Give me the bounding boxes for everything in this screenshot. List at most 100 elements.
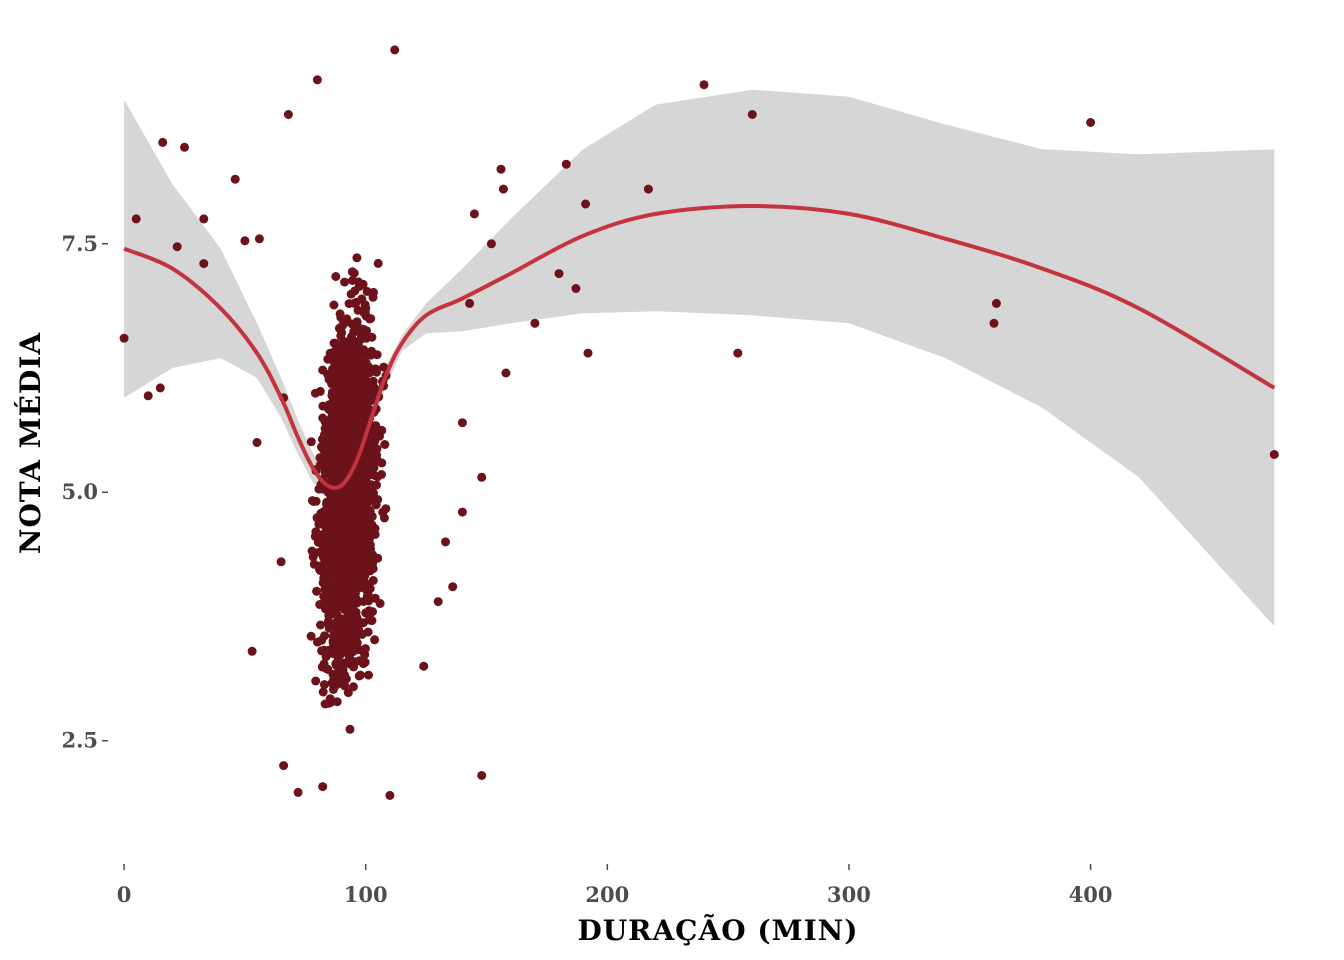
trend-line-layer: [123, 204, 1276, 490]
data-point: [370, 593, 380, 603]
data-point: [329, 541, 339, 551]
data-point: [332, 697, 342, 707]
data-point: [311, 496, 321, 506]
data-point: [349, 298, 359, 308]
data-point: [155, 383, 165, 393]
data-point: [419, 661, 429, 671]
data-point: [317, 646, 327, 656]
data-point: [350, 286, 360, 296]
data-point: [370, 471, 380, 480]
data-point: [331, 599, 341, 609]
data-point: [335, 499, 345, 509]
data-point: [332, 661, 341, 671]
data-point: [320, 519, 330, 529]
data-point: [323, 460, 333, 470]
data-point: [362, 286, 372, 296]
data-point: [357, 385, 367, 395]
data-point: [315, 386, 325, 396]
data-point: [316, 620, 325, 630]
data-point: [318, 542, 328, 552]
data-point: [457, 507, 467, 517]
data-point: [342, 371, 352, 381]
data-point: [328, 631, 338, 641]
data-point: [321, 531, 331, 540]
data-point: [330, 392, 339, 402]
data-point: [362, 495, 372, 505]
data-point: [1086, 118, 1096, 127]
data-point: [380, 440, 390, 449]
data-point: [332, 560, 342, 570]
data-point: [346, 565, 355, 575]
data-point: [368, 576, 378, 585]
data-point: [433, 597, 443, 607]
data-point: [333, 454, 343, 464]
data-point: [477, 472, 487, 482]
data-point: [359, 597, 369, 606]
data-point: [311, 676, 321, 686]
data-point: [358, 646, 368, 656]
data-point: [283, 110, 293, 119]
data-point: [991, 298, 1001, 308]
data-point: [366, 389, 376, 399]
data-point: [486, 239, 496, 249]
data-point: [254, 234, 264, 244]
data-point: [158, 137, 168, 147]
data-point: [354, 671, 364, 681]
data-point: [363, 627, 373, 637]
data-point: [554, 269, 564, 279]
data-point: [342, 584, 352, 594]
confidence-band: [124, 89, 1275, 627]
data-point: [356, 618, 366, 628]
data-point: [312, 75, 322, 85]
data-point: [343, 553, 353, 562]
data-point: [313, 637, 322, 647]
data-point: [331, 272, 341, 281]
data-point: [324, 470, 334, 479]
data-point: [372, 350, 382, 360]
data-point: [329, 338, 339, 348]
y-tick-label: 7.5: [61, 231, 98, 256]
data-point: [354, 500, 364, 510]
data-point: [357, 294, 367, 304]
data-point: [354, 566, 363, 576]
data-point: [347, 332, 356, 342]
data-point: [199, 259, 209, 269]
y-axis-title: NOTA MÉDIA: [14, 332, 47, 554]
data-point: [359, 394, 369, 404]
data-point: [361, 333, 371, 343]
data-point: [350, 417, 360, 427]
data-point: [360, 534, 370, 544]
data-point: [351, 575, 360, 585]
data-point: [247, 646, 257, 656]
data-point: [321, 604, 330, 614]
data-point: [561, 159, 571, 169]
data-point: [320, 594, 330, 604]
data-point: [448, 582, 458, 592]
data-point: [371, 365, 381, 375]
data-point: [341, 614, 351, 623]
data-point: [334, 619, 344, 629]
data-point: [320, 564, 330, 574]
data-point: [348, 643, 358, 653]
data-point: [318, 413, 328, 423]
data-point: [733, 348, 743, 358]
data-point: [340, 670, 350, 680]
data-point: [336, 366, 346, 376]
data-point: [335, 432, 345, 442]
data-point: [230, 174, 240, 184]
data-point: [337, 446, 346, 456]
axes-layer: 0 100 200 300 400 2.5 5.0 7.5: [61, 231, 1112, 907]
data-point: [390, 45, 400, 55]
data-point: [379, 362, 389, 372]
data-point: [143, 391, 153, 401]
data-point: [365, 584, 375, 594]
data-point: [333, 572, 343, 582]
data-point: [583, 348, 593, 358]
data-point: [367, 520, 377, 530]
data-point: [344, 546, 354, 556]
data-point: [318, 782, 328, 792]
data-point: [370, 635, 380, 645]
data-point: [362, 460, 372, 470]
data-point: [343, 575, 353, 585]
